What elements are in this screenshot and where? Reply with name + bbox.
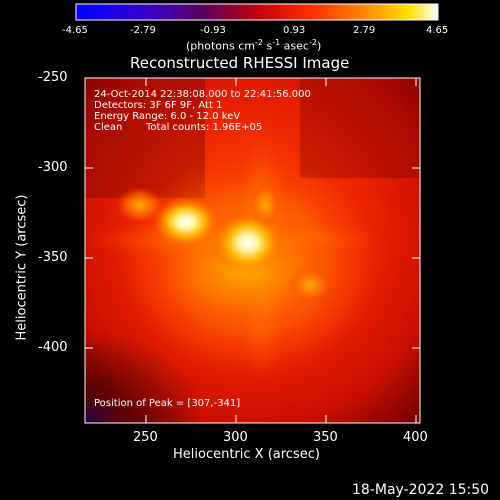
plot-frame (84, 77, 421, 424)
method-label: Clean (94, 122, 123, 133)
x-axis-label: Heliocentric X (arcsec) (173, 447, 320, 462)
colorbar-tick: -0.93 (200, 25, 226, 36)
solar-image (85, 78, 420, 423)
x-tick-label: 350 (313, 430, 338, 445)
colorbar-tick: 4.65 (426, 25, 449, 36)
energy-range-label: Energy Range: 6.0 - 12.0 keV (94, 111, 241, 122)
time-range-label: 24-Oct-2014 22:38:08.000 to 22:41:56.000 (94, 89, 311, 100)
timestamp: 18-May-2022 15:50 (352, 482, 490, 498)
x-tick-label: 250 (133, 430, 158, 445)
colorbar-tick: 0.93 (283, 25, 306, 36)
y-axis-label: Heliocentric Y (arcsec) (14, 194, 30, 341)
detectors-label: Detectors: 3F 6F 9F, Att 1 (94, 100, 223, 111)
colorbar (75, 3, 439, 21)
total-counts-label: Total counts: 1.96E+05 (146, 122, 263, 133)
x-tick-label: 300 (223, 430, 248, 445)
colorbar-tick: 2.79 (353, 25, 376, 36)
plot-title: Reconstructed RHESSI Image (130, 54, 350, 72)
y-tick-label: -350 (38, 250, 68, 265)
y-tick-label: -300 (38, 160, 68, 175)
x-tick-label: 400 (403, 430, 428, 445)
y-tick-label: -400 (38, 340, 68, 355)
y-tick-label: -250 (38, 70, 68, 85)
colorbar-tick: -4.65 (62, 25, 88, 36)
peak-position-label: Position of Peak = [307,-341] (94, 398, 241, 409)
colorbar-units: (photons cm-2 s-1 asec-2) (186, 38, 322, 53)
colorbar-tick: -2.79 (130, 25, 156, 36)
